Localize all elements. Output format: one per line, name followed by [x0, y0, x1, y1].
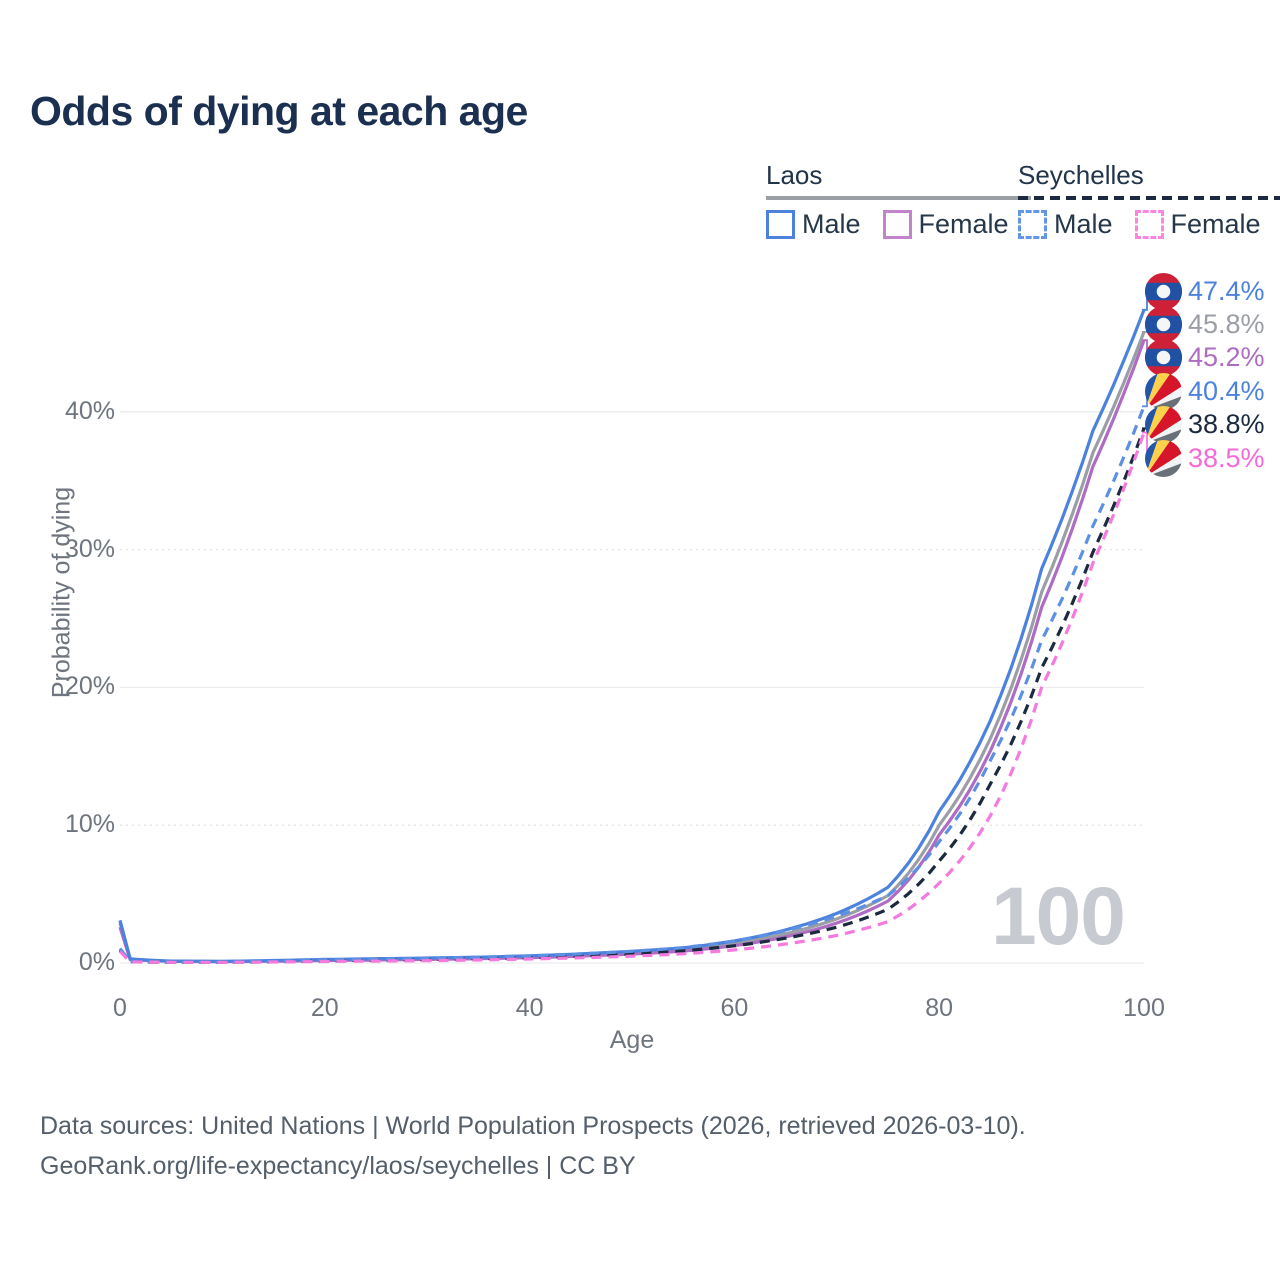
series-line-laos-female[interactable] — [118, 339, 1146, 964]
endpoint-label-laos-female: 45.2% — [1145, 339, 1265, 377]
laos-flag-icon — [1145, 305, 1182, 343]
laos-flag-icon — [1145, 272, 1182, 310]
seychelles-flag-icon — [1145, 372, 1182, 410]
y-tick-label: 40% — [64, 396, 115, 425]
legend-swatch-laos-male[interactable] — [766, 210, 795, 239]
endpoint-label-sey-all: 38.8% — [1145, 406, 1265, 444]
x-tick-label: 80 — [925, 994, 954, 1022]
series-line-sey-all[interactable] — [118, 427, 1146, 964]
x-tick-label: 60 — [720, 994, 749, 1022]
x-tick-label: 40 — [515, 994, 544, 1022]
legend-label-seychelles-female[interactable]: Female — [1170, 209, 1261, 239]
source-line-1: Data sources: United Nations | World Pop… — [40, 1112, 1026, 1140]
laos-flag-icon — [1145, 339, 1182, 377]
series-line-sey-female[interactable] — [118, 431, 1146, 964]
series-line-sey-male[interactable] — [118, 405, 1146, 964]
x-tick-label: 100 — [1123, 994, 1165, 1022]
chart-title: Odds of dying at each age — [30, 88, 528, 134]
endpoint-value: 38.5% — [1188, 442, 1265, 473]
legend-country-seychelles: Seychelles — [1018, 160, 1280, 200]
endpoint-value: 45.8% — [1188, 308, 1265, 339]
x-axis-title: Age — [609, 1026, 655, 1054]
legend-swatch-seychelles-male[interactable] — [1018, 210, 1047, 239]
legend-label-seychelles-male[interactable]: Male — [1054, 209, 1113, 239]
source-line-2: GeoRank.org/life-expectancy/laos/seychel… — [40, 1152, 636, 1180]
endpoint-value: 40.4% — [1188, 375, 1265, 406]
endpoint-label-sey-female: 38.5% — [1145, 439, 1265, 477]
seychelles-flag-icon — [1145, 406, 1182, 444]
legend-group-seychelles: Seychelles Male Female — [1018, 160, 1280, 240]
y-tick-label: 10% — [64, 810, 115, 839]
seychelles-line-style-sample — [1018, 196, 1280, 200]
legend-swatch-laos-female[interactable] — [882, 210, 912, 239]
x-tick-label: 20 — [310, 994, 339, 1022]
legend-label-laos-female[interactable]: Female — [918, 209, 1009, 239]
seychelles-flag-icon — [1145, 439, 1182, 477]
endpoint-value: 45.2% — [1188, 342, 1265, 373]
y-tick-label: 20% — [64, 672, 115, 701]
legend-country-laos: Laos — [766, 160, 1031, 200]
age-counter-watermark: 100 — [991, 871, 1126, 962]
series-line-laos-male[interactable] — [118, 309, 1146, 963]
endpoint-label-laos-all: 45.8% — [1145, 305, 1265, 343]
legend-swatch-seychelles-female[interactable] — [1134, 210, 1164, 239]
source-footer: Data sources: United Nations | World Pop… — [40, 1106, 1026, 1186]
endpoint-label-laos-male: 47.4% — [1145, 272, 1265, 310]
x-tick-label: 0 — [113, 994, 127, 1022]
y-tick-label: 30% — [64, 534, 115, 563]
legend-country-seychelles-label: Seychelles — [1018, 160, 1144, 190]
endpoint-value: 47.4% — [1188, 275, 1265, 306]
legend-label-laos-male[interactable]: Male — [802, 209, 861, 239]
series-line-laos-all[interactable] — [118, 331, 1146, 964]
legend-country-laos-label: Laos — [766, 160, 823, 190]
endpoint-value: 38.8% — [1188, 409, 1265, 440]
y-tick-label: 0% — [78, 948, 115, 976]
endpoint-label-sey-male: 40.4% — [1145, 372, 1265, 410]
legend-group-laos: Laos Male Female — [766, 160, 1031, 240]
laos-line-style-sample — [766, 196, 1031, 200]
